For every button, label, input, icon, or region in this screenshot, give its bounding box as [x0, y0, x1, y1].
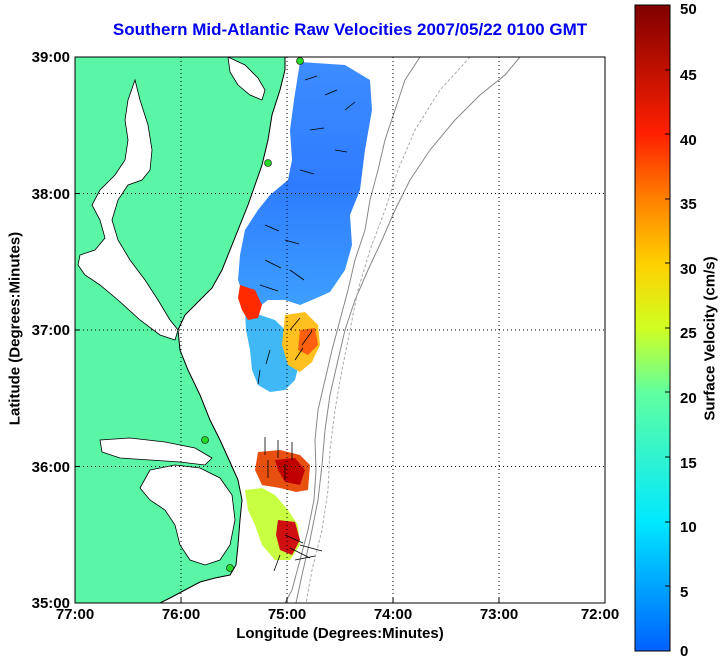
- albemarle-sound: [99, 437, 213, 466]
- colorbar-tick-label: 5: [680, 584, 688, 601]
- radar-sites: [201, 57, 304, 572]
- velocity-arrows: [257, 75, 356, 572]
- y-tick-label: 35:00: [32, 595, 70, 612]
- x-tick-label: 74:00: [374, 606, 412, 623]
- x-axis-ticks: 77:00 76:00 75:00 74:00 73:00 72:00: [56, 606, 619, 623]
- velocity-patch-hatteras-red: [275, 458, 305, 485]
- coastline: [159, 57, 286, 603]
- colorbar-tick-label: 10: [680, 519, 697, 536]
- colorbar-tick-label: 25: [680, 325, 697, 342]
- x-tick-label: 73:00: [480, 606, 518, 623]
- map-grid: [75, 57, 605, 603]
- colorbar: [634, 4, 671, 652]
- x-tick-label: 77:00: [56, 606, 94, 623]
- y-axis-label: Latitude (Degrees:Minutes): [6, 231, 24, 426]
- bathymetry-contour: [284, 57, 421, 603]
- colorbar-tick-label: 20: [680, 390, 697, 407]
- colorbar-tick-label: 30: [680, 261, 697, 278]
- colorbar-tick-label: 50: [680, 1, 697, 18]
- colorbar-tick-label: 40: [680, 132, 697, 149]
- velocity-patch-south-red: [276, 520, 300, 555]
- velocity-field-south-bay: [245, 310, 300, 392]
- colorbar-ticks: 0 5 10 15 20 25 30 35 40 45 50: [680, 1, 697, 659]
- velocity-hotspot-west: [238, 285, 262, 320]
- y-tick-label: 38:00: [32, 186, 70, 203]
- y-tick-label: 39:00: [32, 49, 70, 66]
- y-tick-label: 37:00: [32, 322, 70, 339]
- x-axis-label: Longitude (Degrees:Minutes): [236, 625, 444, 642]
- chesapeake-bay: [77, 78, 179, 341]
- x-tick-label: 72:00: [581, 606, 619, 623]
- y-axis-ticks: 39:00 38:00 37:00 36:00 35:00: [32, 49, 70, 612]
- colorbar-tick-label: 0: [680, 643, 688, 659]
- x-tick-label: 75:00: [268, 606, 306, 623]
- bathymetry-contour: [295, 57, 521, 603]
- colorbar-label: Surface Velocity (cm/s): [701, 256, 719, 421]
- colorbar-tick-label: 35: [680, 196, 697, 213]
- y-tick-label: 36:00: [32, 459, 70, 476]
- plot-area: [75, 57, 605, 603]
- x-tick-label: 76:00: [162, 606, 200, 623]
- pamlico-sound: [139, 464, 236, 566]
- bathymetry-contour: [305, 57, 471, 603]
- colorbar-tick-label: 45: [680, 67, 697, 84]
- velocity-field-north: [238, 62, 372, 310]
- map-title: Southern Mid-Atlantic Raw Velocities 200…: [112, 20, 588, 39]
- delaware-bay: [227, 57, 266, 101]
- colorbar-tick-label: 15: [680, 455, 697, 472]
